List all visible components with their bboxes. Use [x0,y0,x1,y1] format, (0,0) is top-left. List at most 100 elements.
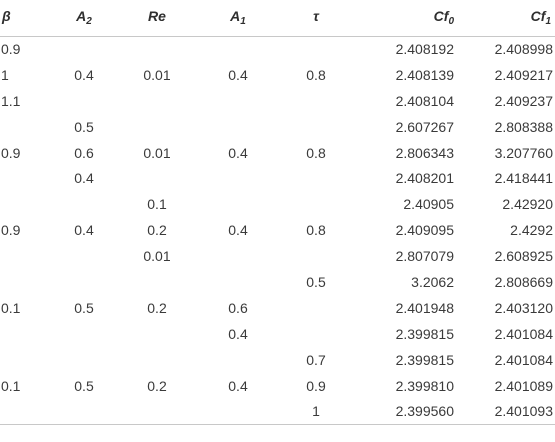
cell-a2: 0.5 [74,299,94,316]
cell-cf1: 3.207760 [494,144,553,161]
cell-cf1: 2.401084 [494,351,553,368]
cell-re: 0.01 [143,144,171,161]
cell-cf1: 2.408998 [494,41,553,58]
cell-a2 [50,269,118,295]
cell-a1: 0.6 [228,299,248,316]
cell-re [118,347,196,373]
cell-re: 0.1 [147,196,167,213]
cell-cf1: 2.401093 [454,398,555,425]
cell-cf0: 2.401948 [395,299,454,316]
cell-a1 [196,191,280,217]
cell-cf1: 2.409217 [494,66,553,83]
header-beta: β [0,0,50,37]
header-a2: A2 [50,0,118,37]
cell-a2 [50,88,118,114]
cell-a1 [196,36,280,62]
cell-beta: 1 [1,66,9,83]
cell-a1 [196,398,280,425]
cell-tau: 0.7 [306,351,326,368]
cell-a2: 0.5 [74,377,94,394]
cell-re [118,269,196,295]
cell-beta [0,398,50,425]
header-a1: A1 [196,0,280,37]
cell-re [118,398,196,425]
header-cf0: Cf0 [352,0,454,37]
cell-re: 0.01 [143,66,171,83]
cell-re [118,165,196,191]
cell-a2 [50,347,118,373]
table-row: 0.4 2.408201 2.418441 [0,165,555,191]
cell-tau [280,165,352,191]
cell-a1 [196,88,280,114]
cell-beta [0,321,50,347]
table-row: 0.7 2.399815 2.401084 [0,347,555,373]
cell-cf0: 2.399815 [395,351,454,368]
cell-tau [280,243,352,269]
cell-tau [280,321,352,347]
cell-tau: 1 [280,398,352,425]
table-row: 0.9 2.408192 2.408998 [0,36,555,62]
cell-re [118,321,196,347]
cell-a2 [50,321,118,347]
cell-cf1: 2.403120 [494,299,553,316]
cell-tau: 0.8 [306,144,326,161]
cell-tau: 0.8 [306,222,326,239]
cell-a2 [50,243,118,269]
cell-cf1: 2.409237 [494,92,553,109]
table-row: 0.4 2.399815 2.401084 [0,321,555,347]
cell-cf0: 2.399815 [395,325,454,342]
cell-cf0: 2.399810 [395,377,454,394]
cell-a2 [50,398,118,425]
cell-a1 [196,114,280,140]
cell-a1: 0.4 [228,144,248,161]
table-row: 0.1 0.5 0.2 0.6 2.401948 2.403120 [0,295,555,321]
cell-tau: 0.5 [306,273,326,290]
cell-a2: 0.4 [74,170,94,187]
cell-a2 [50,36,118,62]
table-header: β A2 Re A1 τ Cf0 Cf1 [0,0,555,37]
cell-beta: 1.1 [1,92,21,109]
cell-beta: 0.9 [1,222,21,239]
table-row: 0.1 2.40905 2.42920 [0,191,555,217]
cell-cf0: 2.408104 [395,92,454,109]
header-row: β A2 Re A1 τ Cf0 Cf1 [0,0,555,37]
cell-beta [0,191,50,217]
cell-cf1: 2.401089 [494,377,553,394]
cell-a2: 0.4 [74,66,94,83]
cell-beta [0,269,50,295]
cell-a1 [196,243,280,269]
cell-re: 0.2 [147,377,167,394]
cell-a2: 0.4 [74,222,94,239]
cell-cf0: 2.408139 [395,66,454,83]
cell-cf1: 2.808669 [494,273,553,290]
cell-cf1: 2.42920 [502,196,553,213]
cell-re [118,114,196,140]
cell-cf0: 2.408192 [395,41,454,58]
table-row: 1 0.4 0.01 0.4 0.8 2.408139 2.409217 [0,62,555,88]
cell-a2 [50,191,118,217]
header-tau: τ [280,0,352,37]
cell-cf1: 2.418441 [494,170,553,187]
cell-a1 [196,347,280,373]
cell-re [118,36,196,62]
table-row: 1.1 2.408104 2.409237 [0,88,555,114]
table-body: 0.9 2.408192 2.408998 1 0.4 0.01 0.4 0.8 2.40813… [0,36,555,425]
cell-tau [280,191,352,217]
cell-cf1: 2.4292 [510,222,553,239]
cell-beta [0,165,50,191]
cell-beta [0,347,50,373]
cell-cf1: 2.808388 [494,118,553,135]
cell-tau: 0.9 [306,377,326,394]
header-re: Re [118,0,196,37]
cell-a1 [196,165,280,191]
cell-beta: 0.1 [1,377,21,394]
table-row: 1 2.399560 2.401093 [0,398,555,425]
cell-tau [280,36,352,62]
cell-cf0: 2.399560 [352,398,454,425]
cell-cf0: 2.40905 [403,196,454,213]
cell-re: 0.01 [143,248,171,265]
cell-re: 0.2 [147,222,167,239]
cell-beta: 0.1 [1,299,21,316]
cell-tau [280,295,352,321]
